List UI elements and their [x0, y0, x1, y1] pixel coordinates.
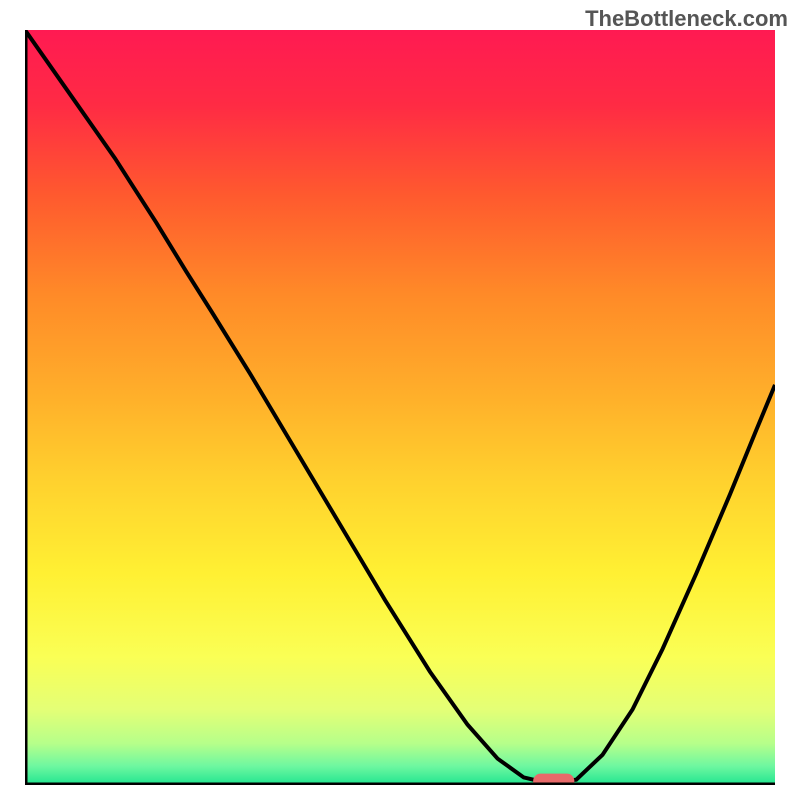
plot-svg [25, 30, 775, 785]
chart-container: TheBottleneck.com [0, 0, 800, 800]
watermark-text: TheBottleneck.com [585, 6, 788, 32]
gradient-background [25, 30, 775, 785]
